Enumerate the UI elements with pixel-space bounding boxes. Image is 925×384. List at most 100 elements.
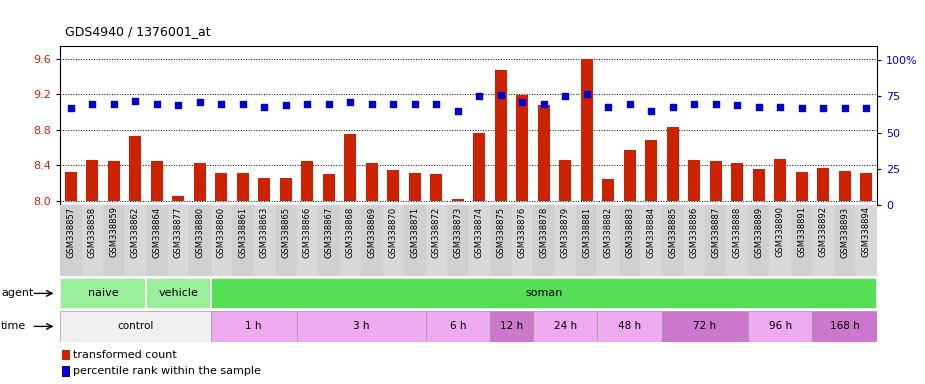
Point [429, 101, 444, 107]
Bar [81, 205, 103, 276]
Bar [468, 205, 490, 276]
Bar [297, 311, 426, 342]
Bar [451, 199, 463, 200]
Point [816, 105, 831, 111]
Bar [490, 311, 533, 342]
Bar [554, 205, 576, 276]
Text: GSM338864: GSM338864 [153, 207, 161, 258]
Text: naive: naive [88, 288, 118, 298]
Text: GSM338868: GSM338868 [346, 207, 355, 258]
Point [772, 103, 787, 109]
Bar [619, 205, 640, 276]
Text: GSM338893: GSM338893 [840, 207, 849, 258]
Bar [748, 205, 770, 276]
Bar [430, 174, 442, 200]
Text: control: control [117, 321, 154, 331]
Text: GSM338882: GSM338882 [604, 207, 612, 258]
Bar [662, 311, 748, 342]
Point [236, 101, 251, 107]
Text: GSM338892: GSM338892 [819, 207, 828, 258]
Bar [194, 164, 205, 200]
Text: GSM338866: GSM338866 [302, 207, 312, 258]
Bar [426, 311, 490, 342]
Bar [151, 161, 163, 200]
Bar [812, 311, 877, 342]
Text: GSM338872: GSM338872 [432, 207, 441, 258]
Text: GSM338869: GSM338869 [367, 207, 376, 258]
Bar [688, 160, 700, 200]
Bar [211, 311, 297, 342]
Point [64, 105, 79, 111]
Bar [280, 178, 291, 200]
Bar [189, 205, 211, 276]
Bar [533, 311, 598, 342]
Bar [388, 170, 400, 200]
Text: GSM338862: GSM338862 [130, 207, 140, 258]
Bar [474, 133, 486, 200]
Bar [640, 205, 662, 276]
Bar [361, 205, 383, 276]
Bar [167, 205, 189, 276]
Point [558, 93, 573, 99]
Bar [211, 278, 877, 309]
Text: GSM338890: GSM338890 [776, 207, 784, 258]
Bar [130, 136, 142, 200]
Text: 6 h: 6 h [450, 321, 466, 331]
Bar [537, 105, 549, 200]
Text: GSM338863: GSM338863 [260, 207, 269, 258]
Bar [834, 205, 856, 276]
Bar [409, 173, 421, 200]
Text: GSM338858: GSM338858 [88, 207, 97, 258]
Text: 1 h: 1 h [245, 321, 262, 331]
Point [450, 108, 465, 114]
Point [128, 98, 142, 104]
Text: 3 h: 3 h [352, 321, 369, 331]
Bar [667, 127, 679, 200]
Text: GSM338860: GSM338860 [216, 207, 226, 258]
Text: GSM338865: GSM338865 [281, 207, 290, 258]
Bar [533, 205, 554, 276]
Bar [339, 205, 361, 276]
Bar [796, 172, 808, 200]
Bar [770, 205, 791, 276]
Bar [344, 134, 356, 200]
Bar [576, 205, 598, 276]
Bar [216, 173, 228, 200]
Bar [302, 161, 314, 200]
Bar [258, 179, 270, 200]
Bar [426, 205, 447, 276]
Text: 12 h: 12 h [500, 321, 523, 331]
Bar [623, 150, 635, 200]
Text: GSM338875: GSM338875 [496, 207, 505, 258]
Text: GSM338888: GSM338888 [733, 207, 742, 258]
Text: 96 h: 96 h [769, 321, 792, 331]
Point [257, 103, 272, 109]
Text: GSM338857: GSM338857 [67, 207, 75, 258]
Point [493, 92, 508, 98]
Point [407, 101, 422, 107]
Point [364, 101, 379, 107]
Text: GSM338870: GSM338870 [388, 207, 398, 258]
Bar [323, 174, 335, 200]
Text: soman: soman [525, 288, 562, 298]
Point [192, 99, 207, 105]
Point [106, 101, 121, 107]
Bar [253, 205, 275, 276]
Point [665, 103, 680, 109]
Text: GSM338886: GSM338886 [690, 207, 698, 258]
Text: 24 h: 24 h [554, 321, 577, 331]
Point [795, 105, 809, 111]
Point [214, 101, 228, 107]
Text: GSM338885: GSM338885 [668, 207, 677, 258]
Text: GSM338874: GSM338874 [475, 207, 484, 258]
Text: vehicle: vehicle [158, 288, 198, 298]
Point [386, 101, 401, 107]
Point [709, 101, 723, 107]
Bar [383, 205, 404, 276]
Point [472, 93, 487, 99]
Point [837, 105, 852, 111]
Bar [753, 169, 765, 200]
Bar [581, 59, 593, 200]
Text: GSM338887: GSM338887 [711, 207, 721, 258]
Text: GSM338889: GSM338889 [754, 207, 763, 258]
